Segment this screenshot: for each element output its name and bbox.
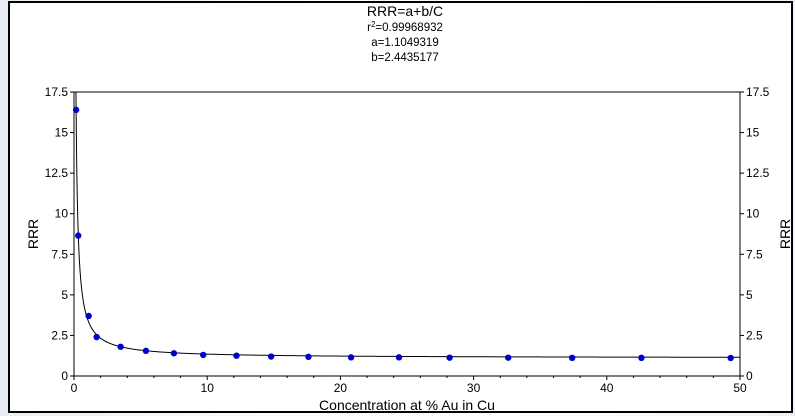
- y-tick-label: 10: [55, 207, 69, 221]
- x-tick-label: 30: [467, 381, 481, 395]
- data-point: [727, 354, 734, 362]
- data-point: [638, 354, 645, 362]
- data-point: [267, 353, 275, 360]
- data-point: [170, 350, 178, 357]
- data-point: [347, 354, 355, 361]
- data-point: [568, 354, 576, 362]
- data-point: [142, 347, 150, 355]
- y-tick-label-right: 17.5: [746, 85, 770, 99]
- subtitle-line: b=2.4435177: [371, 52, 438, 64]
- data-point: [233, 352, 240, 359]
- y-tick-label: 2.5: [51, 328, 68, 342]
- subtitle-line: r2=0.99968932: [367, 20, 443, 34]
- data-point: [200, 351, 207, 359]
- y-tick-label-right: 12.5: [746, 166, 770, 180]
- y-tick-label-right: 5: [746, 288, 753, 302]
- y-tick-label-right: 7.5: [746, 247, 763, 261]
- data-points: [72, 106, 734, 362]
- data-point: [446, 354, 453, 361]
- data-point: [305, 353, 312, 361]
- y-tick-label-right: 10: [746, 207, 760, 221]
- y-tick-label: 0: [61, 369, 68, 383]
- left-y-axis: 0 2.5 5 7.5 10 12.5 15 17.5: [45, 85, 74, 383]
- y-tick-label-right: 0: [746, 369, 753, 383]
- x-tick-label: 50: [733, 381, 747, 395]
- data-point: [85, 312, 92, 320]
- y-tick-label: 5: [61, 288, 68, 302]
- data-point: [395, 354, 403, 361]
- chart-frame: [8, 1, 793, 413]
- data-point: [75, 232, 82, 239]
- y-tick-label: 15: [55, 126, 69, 140]
- y-axis-label-left: RRR: [25, 219, 41, 249]
- y-tick-label-right: 15: [746, 126, 760, 140]
- data-point: [117, 343, 124, 350]
- plot-area: [73, 91, 741, 377]
- chart-subtitle: r2=0.99968932 a=1.1049319 b=2.4435177: [367, 20, 443, 64]
- fit-curve: [75, 91, 741, 358]
- x-tick-label: 20: [334, 381, 348, 395]
- data-point: [93, 333, 100, 341]
- x-axis-label: Concentration at % Au in Cu: [319, 397, 495, 413]
- data-point: [72, 106, 80, 114]
- subtitle-line: a=1.1049319: [371, 37, 438, 49]
- x-axis: 0 10 20 30 40 50: [71, 376, 747, 395]
- y-tick-label-right: 2.5: [746, 328, 763, 342]
- x-tick-label: 0: [71, 381, 78, 395]
- y-axis-label-right: RRR: [777, 219, 793, 249]
- x-tick-label: 40: [600, 381, 614, 395]
- x-tick-label: 10: [201, 381, 215, 395]
- y-tick-label: 17.5: [45, 85, 69, 99]
- right-y-axis: 0 2.5 5 7.5 10 12.5 15 17.5: [740, 85, 770, 383]
- y-tick-label: 12.5: [45, 166, 69, 180]
- data-point: [505, 354, 512, 361]
- y-tick-label: 7.5: [51, 247, 68, 261]
- chart-title: RRR=a+b/C: [367, 3, 443, 19]
